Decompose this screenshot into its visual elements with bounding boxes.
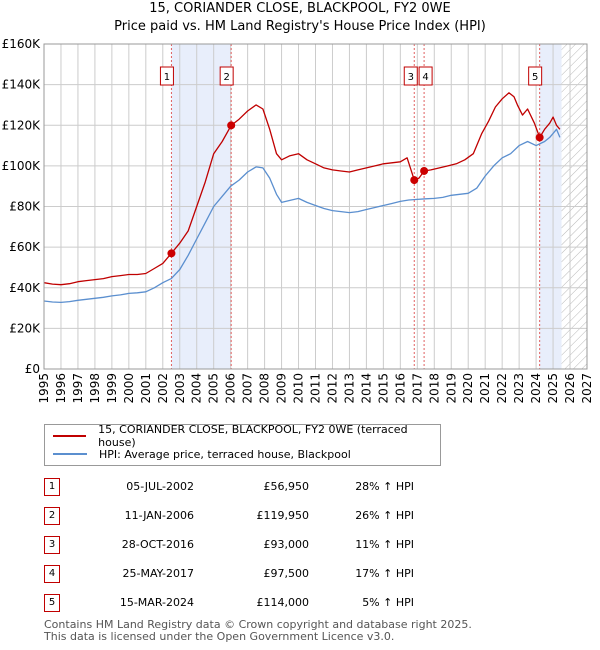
sale-hpi-diff: 26% ↑ HPI: [355, 509, 414, 522]
table-row: 2 11-JAN-2006 £119,950 26% ↑ HPI: [44, 501, 414, 530]
x-tick-label: 2022: [495, 373, 509, 404]
x-tick-label: 2000: [122, 373, 136, 404]
sale-number-label: 3: [408, 72, 414, 83]
sale-number-box: [528, 66, 543, 86]
sale-price: £114,000: [256, 596, 310, 609]
sale-hpi-diff: 28% ↑ HPI: [355, 480, 414, 493]
x-tick-label: 2020: [461, 373, 475, 404]
legend-swatch-property: [53, 435, 87, 437]
sale-point: [227, 121, 236, 130]
y-tick-label: £40K: [9, 281, 41, 295]
x-tick-label: 2025: [546, 373, 560, 404]
y-tick-label: £80K: [9, 200, 41, 214]
sale-number-badge: 5: [44, 593, 60, 612]
sale-number-box: [159, 66, 174, 86]
copyright-footer: Contains HM Land Registry data © Crown c…: [44, 619, 472, 643]
x-tick-label: 2006: [224, 373, 238, 404]
property-price-line: [43, 92, 561, 286]
sales-table: 1 05-JUL-2002 £56,950 28% ↑ HPI 2 11-JAN…: [44, 472, 414, 617]
x-tick-label: 2007: [241, 373, 255, 404]
sale-price: £56,950: [263, 480, 310, 493]
sale-date: 25-MAY-2017: [122, 567, 194, 580]
sale-point: [420, 166, 429, 175]
legend-label-property: 15, CORIANDER CLOSE, BLACKPOOL, FY2 0WE …: [98, 423, 408, 449]
sale-date: 05-JUL-2002: [126, 480, 194, 493]
x-tick-label: 2008: [258, 373, 272, 404]
x-tick-label: 2015: [376, 373, 390, 404]
x-tick-label: 1997: [71, 373, 85, 404]
x-tick-label: 2012: [325, 373, 339, 404]
x-tick-label: 2002: [156, 373, 170, 404]
x-tick-label: 2014: [359, 373, 373, 404]
legend-item-hpi: HPI: Average price, terraced house, Blac…: [53, 446, 351, 462]
sale-number-box: [403, 66, 418, 86]
x-tick-label: 2027: [580, 373, 594, 404]
sale-hpi-diff: 11% ↑ HPI: [355, 538, 414, 551]
chart-title: 15, CORIANDER CLOSE, BLACKPOOL, FY2 0WE: [149, 1, 451, 16]
sale-point: [167, 249, 176, 258]
sale-price: £97,500: [263, 567, 310, 580]
sale-number-label: 5: [532, 72, 538, 83]
x-tick-label: 2024: [529, 373, 543, 404]
x-tick-label: 2009: [275, 373, 289, 404]
sale-number-label: 1: [164, 72, 170, 83]
x-tick-label: 2013: [342, 373, 356, 404]
y-tick-label: £160K: [2, 37, 42, 51]
hpi-line: [43, 128, 561, 304]
legend-item-property: 15, CORIANDER CLOSE, BLACKPOOL, FY2 0WE …: [53, 423, 440, 449]
sale-point: [410, 176, 419, 185]
x-tick-label: 1998: [88, 373, 102, 404]
table-row: 3 28-OCT-2016 £93,000 11% ↑ HPI: [44, 530, 414, 559]
x-tick-label: 1996: [54, 373, 68, 404]
legend-label-hpi: HPI: Average price, terraced house, Blac…: [99, 447, 351, 461]
sale-date: 15-MAR-2024: [119, 596, 194, 609]
footer-line-2: This data is licensed under the Open Gov…: [44, 630, 395, 643]
x-tick-label: 2011: [309, 373, 323, 404]
sale-point: [535, 133, 544, 142]
sale-number-badge: 1: [44, 477, 60, 496]
table-row: 4 25-MAY-2017 £97,500 17% ↑ HPI: [44, 559, 414, 588]
y-tick-label: £60K: [9, 240, 41, 254]
sale-hpi-diff: 5% ↑ HPI: [362, 596, 414, 609]
table-row: 1 05-JUL-2002 £56,950 28% ↑ HPI: [44, 472, 414, 501]
x-tick-label: 2003: [173, 373, 187, 404]
sale-hpi-diff: 17% ↑ HPI: [355, 567, 414, 580]
x-tick-label: 1995: [37, 373, 51, 404]
chart-legend: 15, CORIANDER CLOSE, BLACKPOOL, FY2 0WE …: [44, 423, 441, 466]
y-tick-label: £20K: [9, 321, 41, 335]
x-tick-label: 2016: [393, 373, 407, 404]
chart-subtitle: Price paid vs. HM Land Registry's House …: [114, 19, 486, 34]
sale-number-box: [219, 66, 234, 86]
sale-number-badge: 3: [44, 535, 60, 554]
x-tick-label: 2018: [427, 373, 441, 404]
x-tick-label: 2026: [563, 373, 577, 404]
legend-swatch-hpi: [53, 453, 87, 455]
table-row: 5 15-MAR-2024 £114,000 5% ↑ HPI: [44, 588, 414, 617]
sale-date: 11-JAN-2006: [124, 509, 194, 522]
y-tick-label: £0: [25, 362, 40, 376]
y-tick-label: £120K: [2, 118, 42, 132]
x-tick-label: 2004: [190, 373, 204, 404]
sale-number-box: [418, 66, 433, 86]
x-tick-label: 2019: [444, 373, 458, 404]
x-tick-label: 2005: [207, 373, 221, 404]
sale-date: 28-OCT-2016: [121, 538, 194, 551]
sale-price: £119,950: [256, 509, 310, 522]
sale-number-badge: 4: [44, 564, 60, 583]
x-tick-label: 1999: [105, 373, 119, 404]
x-tick-label: 2001: [139, 373, 153, 404]
x-tick-label: 2010: [292, 373, 306, 404]
y-tick-label: £140K: [2, 78, 42, 92]
sale-price: £93,000: [263, 538, 310, 551]
x-tick-label: 2017: [410, 373, 424, 404]
sale-number-badge: 2: [44, 506, 60, 525]
sale-number-label: 2: [223, 72, 229, 83]
sale-number-label: 4: [422, 72, 428, 83]
plot-frame: [43, 43, 588, 370]
footer-line-1: Contains HM Land Registry data © Crown c…: [44, 618, 472, 631]
x-tick-label: 2023: [512, 373, 526, 404]
x-tick-label: 2021: [478, 373, 492, 404]
y-tick-label: £100K: [2, 159, 42, 173]
